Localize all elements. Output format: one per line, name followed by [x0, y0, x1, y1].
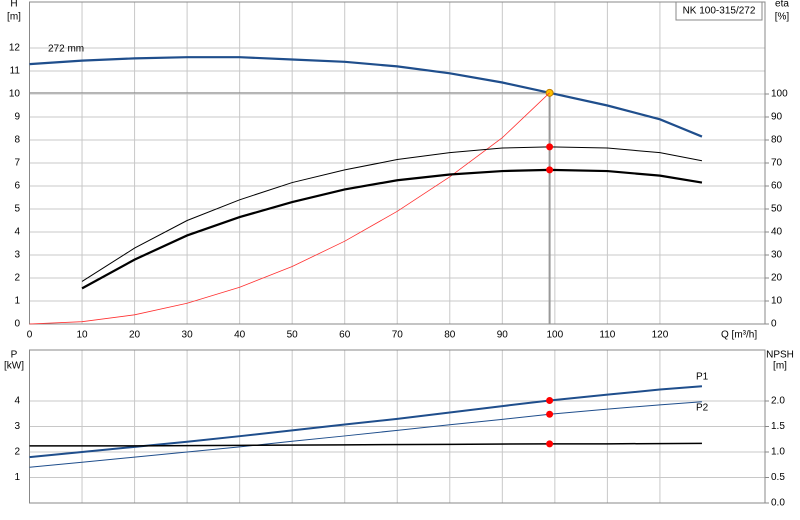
y-tick-label: 9: [14, 112, 20, 123]
x-tick-label: 80: [444, 330, 456, 341]
plot-frame: [29, 349, 766, 504]
title-box: [675, 1, 763, 21]
y2-tick-label: 70: [771, 158, 783, 169]
y2-tick-label: 40: [771, 227, 783, 238]
y-tick-label: 1: [14, 296, 20, 307]
x-tick-label: 120: [652, 330, 669, 341]
y2-tick-label: 10: [771, 296, 783, 307]
x-tick-label: 0: [27, 330, 33, 341]
y-tick-label: 3: [14, 250, 20, 261]
series-label: P2: [696, 403, 709, 414]
series-line: [29, 442, 702, 447]
y-tick-label: 4: [14, 396, 20, 407]
y-tick-label: 12: [9, 43, 21, 54]
series-line: [29, 92, 550, 325]
y2-tick-label: 100: [771, 89, 788, 100]
y-tick-label: 6: [14, 181, 20, 192]
y-tick-label: 2: [14, 447, 20, 458]
x-tick-label: 50: [287, 330, 299, 341]
y2-axis-unit: [%]: [775, 12, 790, 23]
series-line: [81, 146, 703, 282]
series-label: 272 mm: [48, 44, 84, 55]
y2-tick-label: 2.0: [771, 396, 785, 407]
y2-tick-label: 1.5: [771, 421, 785, 432]
y-tick-label: 1: [14, 472, 20, 483]
chart-title: NK 100-315/272: [683, 6, 756, 17]
series-label: P1: [696, 372, 709, 383]
y-axis-label: P: [11, 350, 18, 361]
y2-tick-label: 80: [771, 135, 783, 146]
x-tick-label: 40: [234, 330, 246, 341]
y2-tick-label: 60: [771, 181, 783, 192]
y-tick-label: 2: [14, 273, 20, 284]
x-tick-label: 60: [339, 330, 351, 341]
series-line: [81, 168, 703, 290]
y2-tick-label: 0.0: [771, 498, 785, 509]
x-tick-label: 70: [392, 330, 404, 341]
y2-axis-label: eta: [775, 0, 789, 10]
y-tick-label: 8: [14, 135, 20, 146]
y2-tick-label: 20: [771, 273, 783, 284]
x-tick-label: 20: [129, 330, 141, 341]
x-tick-label: 90: [497, 330, 509, 341]
y2-tick-label: 0.5: [771, 472, 785, 483]
y2-axis-label: NPSH: [766, 350, 794, 361]
y-tick-label: 4: [14, 227, 20, 238]
y2-tick-label: 30: [771, 250, 783, 261]
y-tick-label: 0: [14, 319, 20, 330]
duty-point: [546, 396, 554, 404]
y-axis-unit: [m]: [7, 12, 21, 23]
x-tick-label: 100: [547, 330, 564, 341]
x-tick-label: 10: [76, 330, 88, 341]
y-tick-label: 7: [14, 158, 20, 169]
duty-point: [546, 440, 554, 448]
duty-point: [546, 143, 554, 151]
y-tick-label: 5: [14, 204, 20, 215]
y2-tick-label: 90: [771, 112, 783, 123]
y2-tick-label: 1.0: [771, 447, 785, 458]
y2-tick-label: 50: [771, 204, 783, 215]
duty-point: [546, 410, 554, 418]
series-line: [29, 401, 702, 468]
y-axis-label: H: [10, 0, 17, 10]
plot-frame: [29, 1, 766, 325]
x-axis-label: Q [m³/h]: [721, 330, 757, 341]
duty-point: [546, 166, 554, 174]
y-axis-unit: [kW]: [4, 361, 24, 372]
series-line: [29, 56, 703, 138]
y2-axis-unit: [m]: [773, 361, 787, 372]
y-tick-label: 10: [9, 89, 21, 100]
y2-tick-label: 0: [771, 319, 777, 330]
y-tick-label: 3: [14, 421, 20, 432]
x-tick-label: 30: [182, 330, 194, 341]
x-tick-label: 110: [599, 330, 615, 341]
y-tick-label: 11: [10, 66, 21, 77]
